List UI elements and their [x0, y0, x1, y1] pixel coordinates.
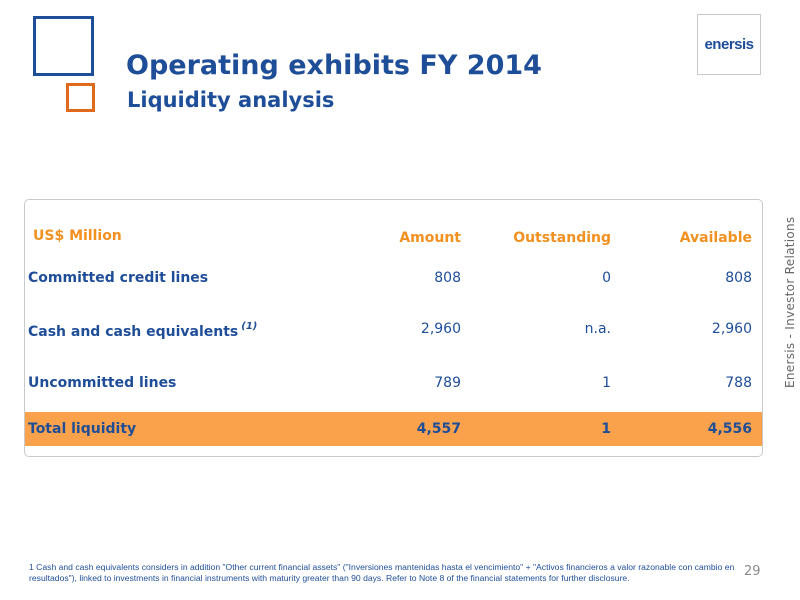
- column-header-outstanding: Outstanding: [513, 230, 611, 246]
- page-number: 29: [744, 564, 761, 579]
- row-label: Cash and cash equivalents: [28, 324, 239, 340]
- unit-label: US$ Million: [33, 228, 122, 244]
- row-amount: 2,960: [420, 321, 461, 337]
- row-available: 2,960: [711, 321, 752, 337]
- total-label: Total liquidity: [28, 421, 137, 437]
- row-amount: 789: [434, 375, 461, 391]
- side-label: Enersis - Investor Relations: [783, 216, 797, 388]
- column-header-amount: Amount: [399, 230, 461, 246]
- page-title: Operating exhibits FY 2014: [126, 50, 542, 81]
- row-outstanding: 1: [602, 375, 611, 391]
- total-amount: 4,557: [416, 421, 461, 437]
- row-available: 808: [725, 270, 752, 286]
- logo-text: enersis: [704, 36, 754, 53]
- enersis-logo: enersis: [697, 14, 761, 75]
- page-subtitle: Liquidity analysis: [127, 88, 335, 112]
- footnote: 1 Cash and cash equivalents considers in…: [29, 562, 735, 583]
- total-outstanding: 1: [601, 421, 611, 437]
- column-header-available: Available: [679, 230, 752, 246]
- decorative-square-small: [66, 83, 95, 112]
- decorative-square-large: [33, 16, 94, 76]
- footnote-reference: (1): [241, 321, 258, 332]
- row-available: 788: [725, 375, 752, 391]
- total-row-highlight: [25, 412, 762, 446]
- row-outstanding: 0: [602, 270, 611, 286]
- row-label: Committed credit lines: [28, 270, 209, 286]
- row-outstanding: n.a.: [584, 321, 611, 337]
- row-label-wrapper: Cash and cash equivalents (1): [28, 321, 257, 340]
- row-amount: 808: [434, 270, 461, 286]
- total-available: 4,556: [707, 421, 752, 437]
- row-label: Uncommitted lines: [28, 375, 177, 391]
